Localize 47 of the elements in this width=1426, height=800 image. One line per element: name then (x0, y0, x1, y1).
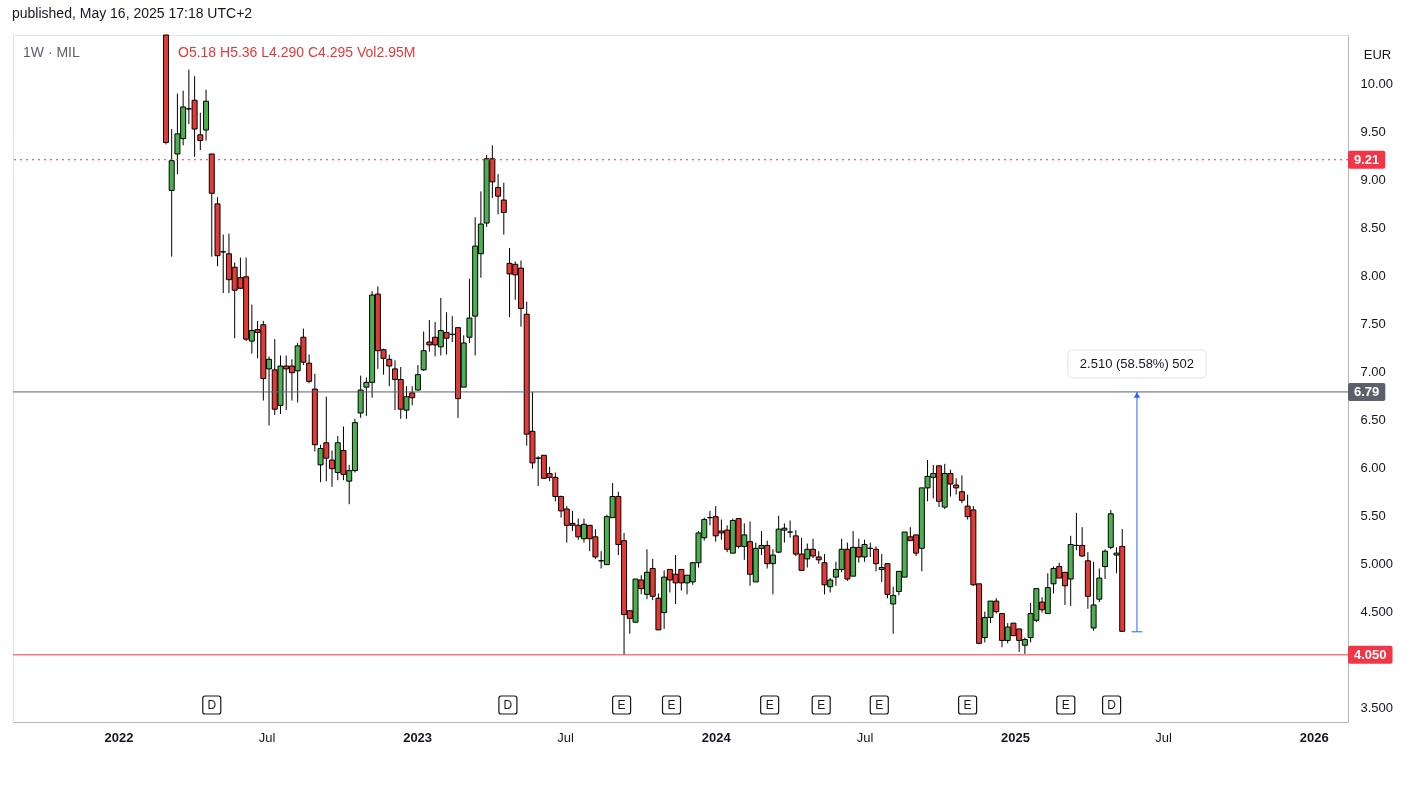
ref-line-label: 9.21 (1354, 151, 1380, 167)
y-tick-label: 8.00 (1360, 268, 1386, 284)
x-tick-label: Jul (1155, 729, 1173, 745)
text: 1W · MIL (23, 44, 80, 60)
y-tick-label: 9.50 (1360, 124, 1386, 140)
annotation: D (1107, 698, 1117, 712)
candlestick (420, 330, 427, 372)
x-tick-label: 2026 (1299, 729, 1329, 745)
y-tick-label: 9.00 (1360, 172, 1386, 188)
x-tick-label: Jul (856, 729, 874, 745)
annotation: E (765, 698, 774, 712)
y-tick-label: 8.50 (1360, 220, 1386, 236)
annotation: D (503, 698, 513, 712)
annotation: E (817, 698, 826, 712)
x-tick-label: 2022 (104, 729, 134, 745)
annotation: D (207, 698, 217, 712)
x-tick-label: Jul (258, 729, 276, 745)
candlestick (197, 112, 204, 151)
candlestick (1102, 548, 1109, 580)
text: published, May 16, 2025 17:18 UTC+2 (12, 5, 253, 21)
annotation: E (1061, 698, 1070, 712)
y-tick-label: 5.000 (1360, 556, 1394, 572)
y-tick-label: 6.50 (1360, 412, 1386, 428)
y-tick-label: 4.500 (1360, 604, 1394, 620)
annotation: E (963, 698, 972, 712)
x-tick-label: 2024 (701, 729, 732, 745)
y-tick-label: 6.00 (1360, 460, 1386, 476)
y-tick-label: 10.00 (1360, 76, 1394, 92)
annotation: E (875, 698, 884, 712)
candlestick (500, 182, 507, 236)
annotation: E (667, 698, 676, 712)
y-tick-label: 7.50 (1360, 316, 1386, 332)
candlestick (873, 545, 880, 572)
ref-line-label: 4.050 (1354, 646, 1387, 662)
annotation: E (617, 698, 626, 712)
x-tick-label: 2023 (403, 729, 433, 745)
y-tick-label: 3.500 (1360, 700, 1394, 716)
candlestick (958, 474, 965, 504)
y-tick-label: 7.00 (1360, 364, 1386, 380)
x-tick-label: Jul (557, 729, 575, 745)
annotation: 2.510 (58.58%) 502 (1079, 355, 1195, 371)
text: O5.18 H5.36 L4.290 C4.295 Vol2.95M (178, 44, 416, 60)
y-axis-title: EUR (1363, 46, 1392, 62)
candlestick (1096, 567, 1103, 603)
x-tick-label: 2025 (1001, 729, 1031, 745)
y-tick-label: 5.50 (1360, 508, 1386, 524)
ref-line-label: 6.79 (1354, 383, 1380, 399)
